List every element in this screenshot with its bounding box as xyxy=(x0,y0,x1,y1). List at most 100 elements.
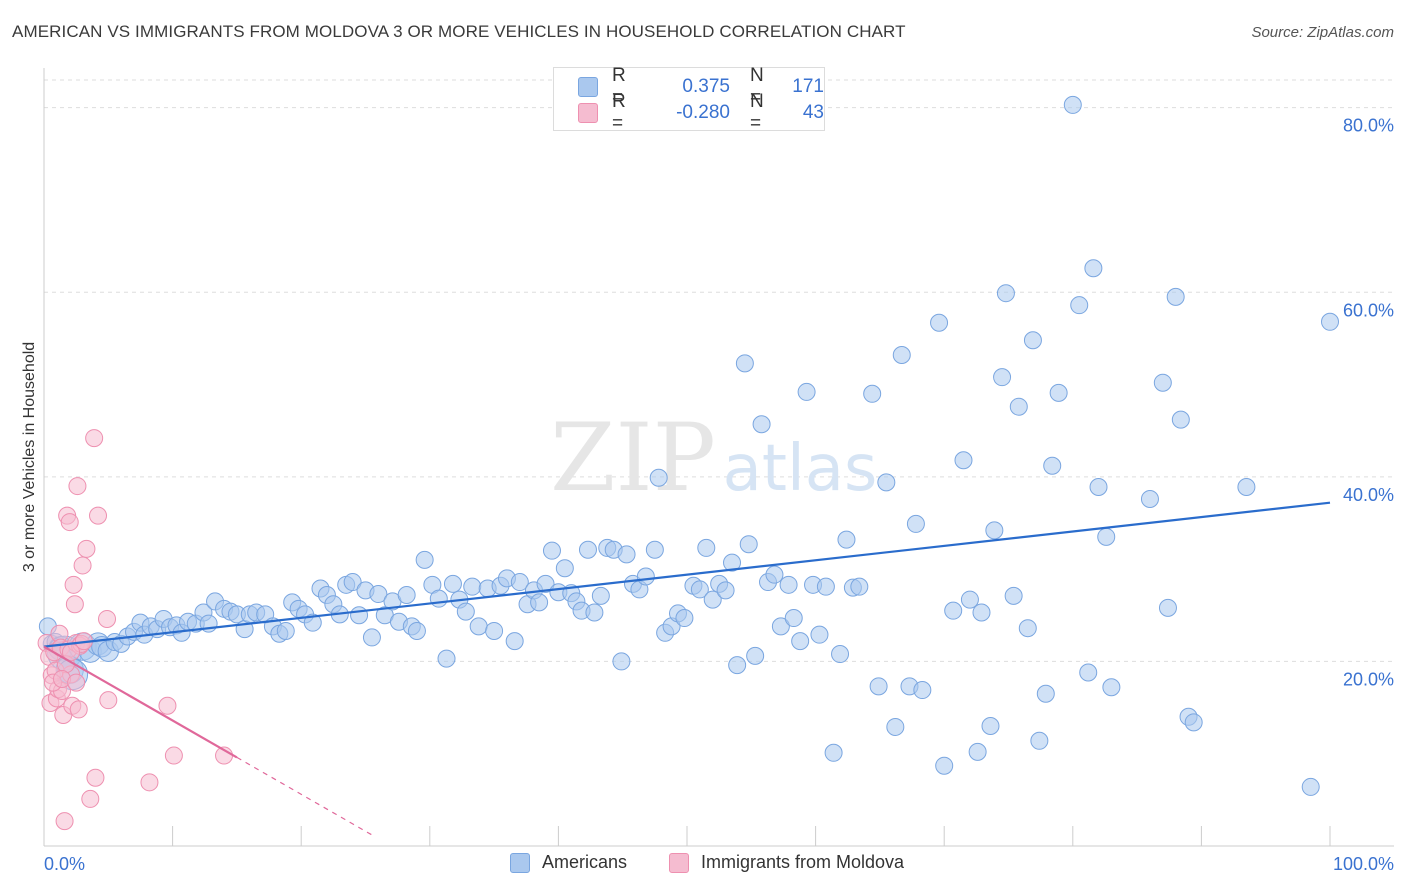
americans-point xyxy=(863,384,882,403)
gridlines xyxy=(44,79,1394,662)
americans-point xyxy=(869,677,888,696)
y-tick-label: 40.0% xyxy=(1343,485,1394,505)
americans-point xyxy=(1237,477,1256,496)
moldova-point xyxy=(99,691,118,710)
americans-point xyxy=(1084,259,1103,278)
x-tick-label-max: 100.0% xyxy=(1333,854,1394,874)
correlation-legend: R = 0.375 N = 171 R = -0.280 N = 43 xyxy=(553,65,825,134)
americans-point xyxy=(690,580,709,599)
americans-point xyxy=(369,585,388,604)
americans-point xyxy=(1023,331,1042,350)
americans-point xyxy=(1184,713,1203,732)
x-tick-label-min: 0.0% xyxy=(44,854,85,874)
americans-point xyxy=(1089,477,1108,496)
source-label: Source: ZipAtlas.com xyxy=(1251,24,1394,41)
americans-point xyxy=(555,559,574,578)
moldova-point xyxy=(158,696,177,715)
americans-point xyxy=(1171,410,1190,429)
americans-point xyxy=(735,354,754,373)
moldova-point xyxy=(68,477,87,496)
americans-point xyxy=(797,382,816,401)
americans-point xyxy=(765,565,784,584)
americans-point xyxy=(1166,287,1185,306)
americans-point xyxy=(831,645,850,664)
americans-point xyxy=(1140,489,1159,508)
legend-item-americans[interactable]: Americans xyxy=(510,852,627,873)
americans-point xyxy=(407,621,426,640)
americans-point xyxy=(1049,383,1068,402)
americans-point xyxy=(892,346,911,365)
moldova-point xyxy=(81,789,100,808)
watermark-atlas: atlas xyxy=(723,432,878,506)
americans-point xyxy=(886,717,905,736)
americans-legend-swatch xyxy=(510,852,530,873)
moldova-point xyxy=(140,773,159,792)
americans-point xyxy=(530,593,549,612)
moldova-legend-label: Immigrants from Moldova xyxy=(701,852,905,872)
americans-point xyxy=(350,606,369,625)
americans-point xyxy=(746,646,765,665)
watermark: ZIP atlas xyxy=(550,404,877,513)
y-tick-label: 60.0% xyxy=(1343,300,1394,320)
y-tick-label: 20.0% xyxy=(1343,669,1394,689)
americans-point xyxy=(752,415,771,434)
americans-point xyxy=(1063,95,1082,114)
moldova-point xyxy=(69,700,88,719)
americans-r-value: 0.375 xyxy=(682,76,730,97)
americans-point xyxy=(456,602,475,621)
americans-point xyxy=(636,567,655,586)
americans-point xyxy=(779,575,798,594)
americans-point xyxy=(536,574,555,593)
americans-point xyxy=(612,652,631,671)
americans-point xyxy=(1097,527,1116,546)
americans-point xyxy=(906,514,925,533)
y-tick-label: 80.0% xyxy=(1343,116,1394,136)
moldova-swatch xyxy=(578,103,598,123)
americans-point xyxy=(578,540,597,559)
americans-point xyxy=(362,628,381,647)
americans-point xyxy=(728,656,747,675)
moldova-trend-line xyxy=(43,645,238,759)
moldova-trend-extension xyxy=(236,756,373,836)
americans-point xyxy=(649,468,668,487)
americans-point xyxy=(930,313,949,332)
moldova-legend-swatch xyxy=(669,852,689,873)
americans-point xyxy=(1153,373,1172,392)
americans-point xyxy=(343,573,362,592)
legend-item-moldova[interactable]: Immigrants from Moldova xyxy=(669,852,904,873)
moldova-r-value: -0.280 xyxy=(676,102,730,123)
americans-point xyxy=(645,540,664,559)
tick-labels: 20.0% 40.0% 60.0% 80.0% 0.0% 100.0% xyxy=(44,116,1394,874)
americans-point xyxy=(1030,731,1049,750)
americans-point xyxy=(993,368,1012,387)
americans-point xyxy=(703,590,722,609)
americans-point xyxy=(784,609,803,628)
americans-point xyxy=(985,521,1004,540)
moldova-point xyxy=(73,556,92,575)
moldova-n-label: N = xyxy=(749,91,764,134)
watermark-zip: ZIP xyxy=(550,404,716,513)
americans-point xyxy=(485,621,504,640)
moldova-n-value: 43 xyxy=(802,102,824,123)
legend-row-moldova: R = -0.280 N = 43 xyxy=(578,91,824,134)
americans-point xyxy=(276,621,295,640)
americans-point xyxy=(510,573,529,592)
moldova-point xyxy=(89,506,108,525)
americans-point xyxy=(469,617,488,636)
americans-point xyxy=(617,545,636,564)
americans-point xyxy=(443,574,462,593)
moldova-point xyxy=(60,513,79,532)
americans-point xyxy=(1043,456,1062,475)
americans-point xyxy=(771,617,790,636)
americans-point xyxy=(1158,598,1177,617)
americans-point xyxy=(968,742,987,761)
americans-point xyxy=(996,284,1015,303)
americans-point xyxy=(437,649,456,668)
moldova-r-label: R = xyxy=(611,91,626,134)
americans-point xyxy=(697,538,716,557)
americans-swatch xyxy=(578,77,598,97)
americans-point xyxy=(591,586,610,605)
moldova-point xyxy=(77,539,96,558)
americans-point xyxy=(1301,777,1320,796)
